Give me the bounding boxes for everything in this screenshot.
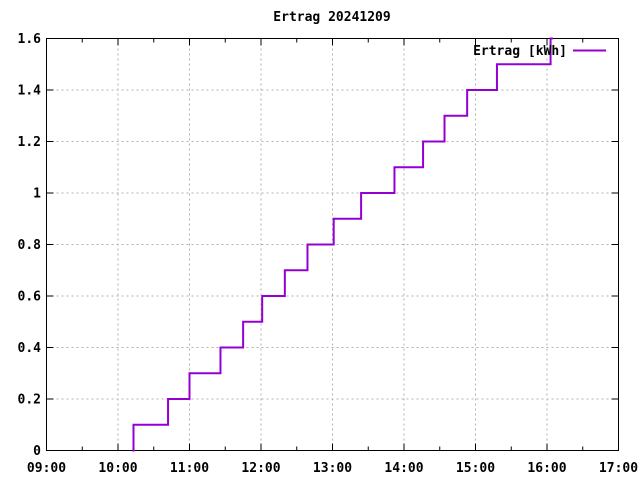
y-tick-label: 0.6 — [18, 290, 42, 305]
y-tick-label: 1.6 — [18, 32, 42, 47]
x-tick-label: 17:00 — [599, 461, 638, 476]
chart-title: Ertrag 20241209 — [273, 10, 390, 25]
x-tick-label: 12:00 — [241, 461, 280, 476]
y-tick-label: 1.4 — [18, 84, 42, 99]
y-tick-label: 1 — [33, 187, 41, 202]
y-tick-label: 0.8 — [18, 238, 42, 253]
x-tick-label: 16:00 — [527, 461, 566, 476]
legend-label: Ertrag [kWh] — [473, 44, 567, 59]
plot-border — [46, 38, 619, 451]
y-tick-label: 0.4 — [18, 341, 42, 356]
y-tick-label: 1.2 — [18, 135, 41, 150]
x-tick-label: 13:00 — [313, 461, 352, 476]
x-tick-label: 11:00 — [170, 461, 209, 476]
x-tick-label: 15:00 — [456, 461, 495, 476]
x-tick-label: 10:00 — [98, 461, 137, 476]
label-layer: 09:00 10:00 11:00 12:00 13:00 14:00 15:00 16:00… — [18, 32, 639, 476]
y-tick-label: 0.2 — [18, 393, 41, 408]
x-tick-label: 14:00 — [384, 461, 423, 476]
x-tick-label: 09:00 — [27, 461, 66, 476]
series-layer — [132, 37, 553, 452]
series-ertrag-line — [132, 37, 553, 452]
y-tick-label: 0 — [33, 444, 41, 459]
